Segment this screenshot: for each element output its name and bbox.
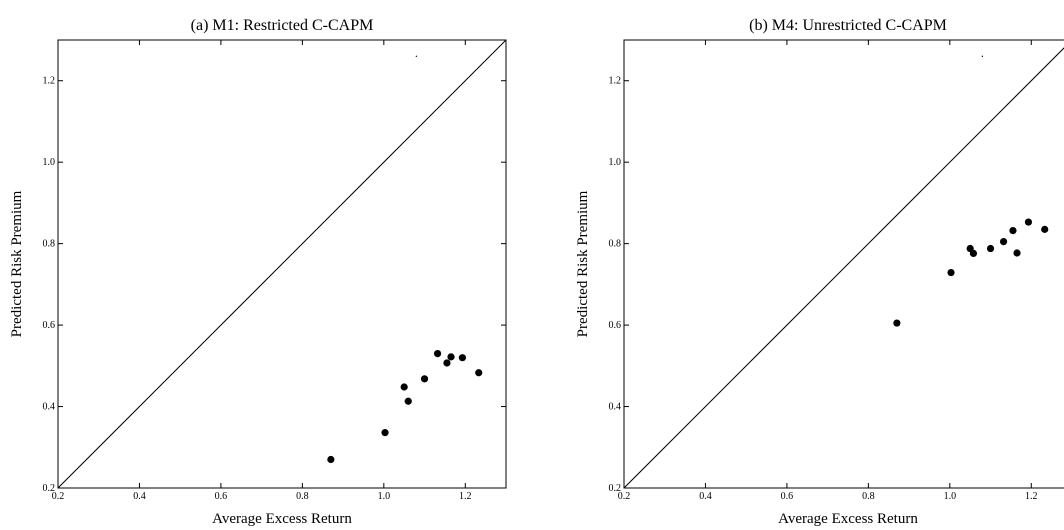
stray-dot-mark bbox=[981, 55, 984, 57]
data-point bbox=[400, 383, 408, 391]
data-point bbox=[404, 397, 412, 405]
x-tick-label: 0.8 bbox=[862, 491, 875, 502]
y-tick-label: 0.2 bbox=[43, 483, 56, 494]
y-tick-label: 1.0 bbox=[43, 157, 56, 168]
data-point bbox=[969, 249, 978, 258]
y-axis-label: Predicted Risk Premium bbox=[575, 190, 591, 337]
panel-a: (a) M1: Restricted C-CAPM 0.2 0.4 0.6 0.8 1.0… bbox=[9, 17, 507, 527]
y-axis-label: Predicted Risk Premium bbox=[9, 190, 25, 337]
data-point bbox=[1024, 218, 1033, 226]
x-tick-label: 0.8 bbox=[296, 491, 309, 502]
data-point bbox=[443, 359, 451, 367]
diagonal-reference-line bbox=[57, 39, 507, 489]
data-point bbox=[893, 319, 901, 327]
x-tick-label: 1.2 bbox=[459, 491, 472, 502]
y-tick-label: 0.6 bbox=[43, 320, 56, 331]
diagonal-reference-line bbox=[623, 47, 1064, 489]
x-axis-label: Average Excess Return bbox=[212, 511, 352, 527]
y-tick-label: 0.2 bbox=[609, 483, 622, 494]
y-tick-label: 0.8 bbox=[609, 239, 622, 250]
data-point bbox=[947, 268, 955, 277]
x-tick-label: 1.2 bbox=[1025, 491, 1038, 502]
data-point bbox=[433, 350, 442, 358]
x-tick-label: 0.2 bbox=[52, 491, 65, 502]
x-tick-label: 0.2 bbox=[618, 491, 631, 502]
x-tick-label: 1.0 bbox=[944, 491, 957, 502]
data-point bbox=[1041, 225, 1049, 233]
data-point bbox=[381, 429, 389, 437]
data-point bbox=[327, 455, 335, 464]
x-tick-label: 0.6 bbox=[215, 491, 228, 502]
x-axis-label: Average Excess Return bbox=[778, 511, 918, 527]
panel-b: (b) M4: Unrestricted C-CAPM 0.2 0.4 0.6 0.8 1… bbox=[575, 17, 1064, 527]
chart-title: (b) M4: Unrestricted C-CAPM bbox=[749, 17, 947, 34]
data-point bbox=[999, 238, 1008, 246]
stray-dot-mark bbox=[415, 55, 418, 57]
data-point bbox=[475, 369, 483, 377]
data-point bbox=[447, 353, 455, 361]
data-point bbox=[1013, 249, 1021, 257]
plot-frame bbox=[57, 39, 507, 489]
y-tick-label: 1.2 bbox=[609, 76, 622, 87]
x-tick-label: 0.4 bbox=[699, 491, 712, 502]
y-tick-label: 1.0 bbox=[609, 157, 622, 168]
data-point bbox=[986, 244, 995, 253]
data-point bbox=[1009, 227, 1017, 235]
y-tick-label: 0.8 bbox=[43, 239, 56, 250]
y-tick-label: 0.4 bbox=[43, 402, 56, 413]
y-tick-label: 1.2 bbox=[43, 76, 56, 87]
x-tick-label: 0.4 bbox=[133, 491, 146, 502]
plot-frame bbox=[623, 39, 1064, 489]
data-point bbox=[420, 375, 429, 383]
y-tick-label: 0.4 bbox=[609, 402, 622, 413]
y-tick-label: 0.6 bbox=[609, 320, 622, 331]
chart-title: (a) M1: Restricted C-CAPM bbox=[191, 17, 374, 34]
data-point bbox=[458, 354, 467, 362]
x-tick-label: 1.0 bbox=[378, 491, 391, 502]
x-tick-label: 0.6 bbox=[781, 491, 794, 502]
